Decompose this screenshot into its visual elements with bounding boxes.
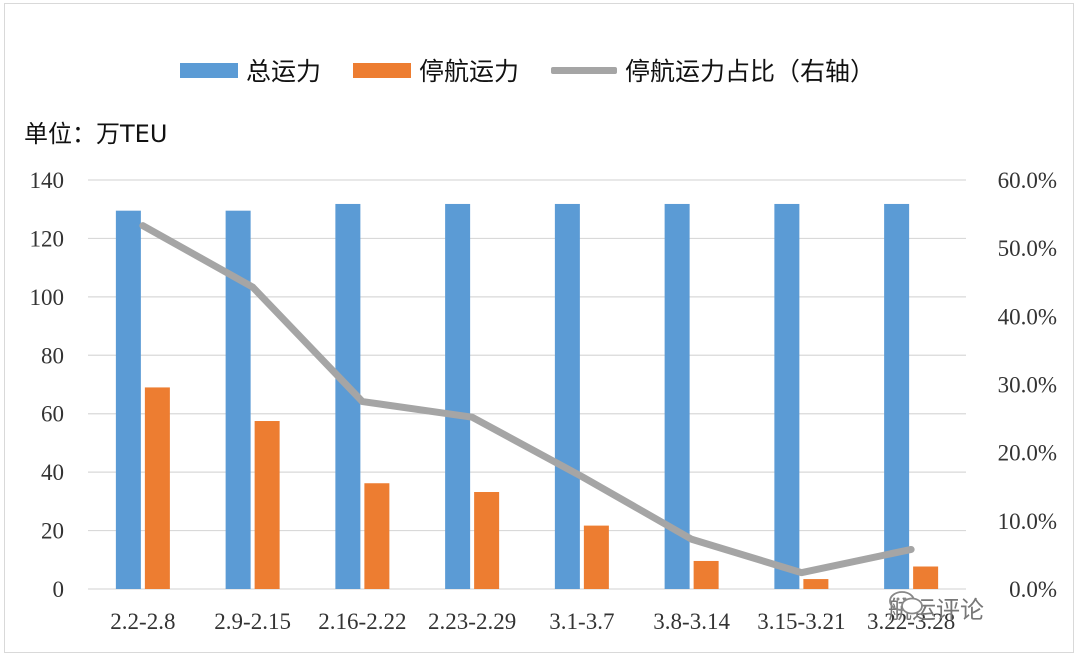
bar-idle-capacity	[364, 483, 390, 589]
line-point-idle-share	[359, 398, 366, 405]
bar-total-capacity	[774, 203, 800, 589]
line-point-idle-share	[468, 414, 476, 421]
line-point-idle-share	[798, 569, 805, 576]
y-tick-right: 20.0%	[998, 441, 1057, 466]
line-point-idle-share	[249, 283, 256, 291]
y-tick-left: 40	[41, 460, 64, 485]
line-point-idle-share	[907, 546, 915, 553]
y-axis-unit-label: 单位：万TEU	[24, 120, 168, 148]
bar-idle-capacity	[254, 421, 280, 589]
y-tick-right: 10.0%	[998, 509, 1057, 534]
legend-label-share: 停航运力占比（右轴）	[625, 57, 876, 86]
legend-item-idle: 停航运力	[353, 52, 519, 88]
y-tick-right: 50.0%	[998, 236, 1057, 261]
bar-idle-capacity	[803, 579, 829, 589]
y-tick-left: 20	[41, 519, 64, 544]
legend-swatch-total	[180, 62, 238, 78]
wechat-icon	[889, 591, 923, 615]
y-tick-left: 80	[41, 343, 64, 368]
x-tick-label: 3.8-3.14	[653, 609, 730, 634]
line-point-idle-share	[578, 473, 586, 480]
bar-idle-capacity	[144, 387, 170, 589]
bar-total-capacity	[115, 210, 141, 590]
x-tick-label: 3.1-3.7	[549, 609, 614, 634]
y-tick-right: 40.0%	[998, 304, 1057, 329]
line-idle-share	[139, 222, 915, 577]
y-tick-right: 60.0%	[998, 168, 1057, 193]
y-tick-left: 140	[30, 168, 65, 193]
bar-total-capacity	[884, 203, 910, 589]
legend-item-total: 总运力	[180, 52, 321, 88]
x-tick-label: 2.23-2.29	[428, 609, 516, 634]
legend: 总运力 停航运力 停航运力占比（右轴）	[180, 52, 875, 88]
legend-label-idle: 停航运力	[419, 57, 520, 86]
watermark: 航运评论	[888, 590, 984, 625]
y-tick-left: 120	[30, 226, 65, 251]
y-tick-left: 0	[53, 577, 65, 602]
legend-item-share: 停航运力占比（右轴）	[551, 52, 875, 88]
y-tick-left: 60	[41, 402, 64, 427]
bar-idle-capacity	[474, 492, 500, 589]
bar-idle-capacity	[913, 566, 939, 589]
x-tick-label: 2.2-2.8	[110, 609, 175, 634]
line-point-idle-share	[139, 222, 147, 229]
x-tick-label: 3.15-3.21	[757, 609, 845, 634]
legend-swatch-share	[551, 66, 618, 74]
bar-total-capacity	[225, 210, 251, 590]
x-tick-label: 2.16-2.22	[318, 609, 406, 634]
legend-label-total: 总运力	[246, 57, 322, 86]
x-tick-label: 2.9-2.15	[214, 609, 291, 634]
bar-total-capacity	[554, 203, 580, 589]
bar-total-capacity	[445, 203, 471, 589]
bar-idle-capacity	[583, 525, 609, 589]
bar-idle-capacity	[693, 560, 719, 589]
legend-swatch-idle	[353, 62, 412, 78]
y-tick-left: 100	[30, 285, 65, 310]
line-point-idle-share	[688, 536, 695, 543]
y-tick-right: 30.0%	[998, 373, 1057, 398]
y-tick-right: 0.0%	[1009, 577, 1057, 602]
